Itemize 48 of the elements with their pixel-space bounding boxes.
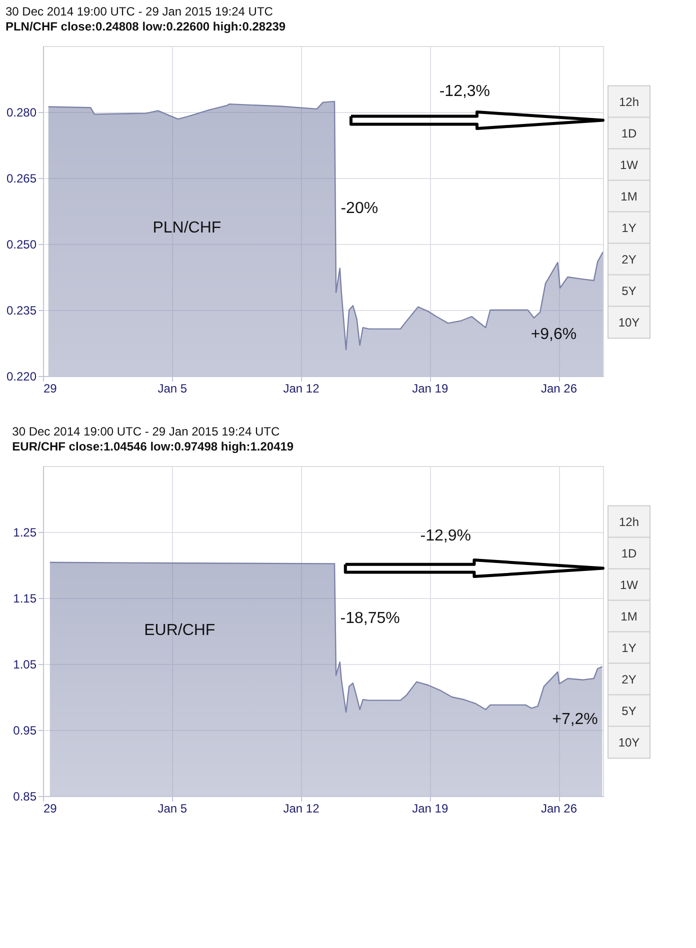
x-tick-label: Jan 19 xyxy=(412,802,448,816)
text: 1Y xyxy=(622,220,636,235)
x-tick-label: Jan 26 xyxy=(540,382,578,396)
y-tick-label: 1.05 xyxy=(13,658,37,672)
text: 1M xyxy=(620,189,638,204)
x-tick-label: Jan 5 xyxy=(158,382,188,396)
x-tick-label: Jan 12 xyxy=(283,382,320,396)
y-tick-label: 0.85 xyxy=(13,790,37,804)
chart-subtitle: EUR/CHF close:1.04546 low:0.97498 high:1.20419 xyxy=(12,440,294,454)
chart-title: 30 Dec 2014 19:00 UTC - 29 Jan 2015 19:24 UTC xyxy=(12,424,280,438)
text: 5Y xyxy=(622,704,636,718)
x-tick-label: Jan 26 xyxy=(540,802,578,816)
chart-title: 30 Dec 2014 19:00 UTC - 29 Jan 2015 19:24 UTC xyxy=(5,4,274,18)
annotation: +9,6% xyxy=(530,326,577,344)
text: 1M xyxy=(620,609,638,624)
y-tick-label: 0.220 xyxy=(6,370,37,384)
y-tick-label: 1.25 xyxy=(13,526,37,540)
text: 12h xyxy=(618,514,640,529)
chart-subtitle: PLN/CHF close:0.24808 low:0.22600 high:0.28239 xyxy=(5,20,286,34)
y-tick-label: 0.235 xyxy=(6,304,37,318)
text: 1W xyxy=(620,158,639,172)
text: 10Y xyxy=(618,735,640,750)
annotation: -12,3% xyxy=(439,83,490,100)
text: 1D xyxy=(621,126,637,140)
x-tick-label: Jan 19 xyxy=(412,382,448,396)
annotation: +7,2% xyxy=(552,711,598,728)
x-tick-label: Jan 5 xyxy=(158,802,188,816)
annotation: -12,9% xyxy=(420,527,471,544)
x-tick-label: 29 xyxy=(44,802,58,816)
y-tick-label: 1.15 xyxy=(13,592,37,606)
y-tick-label: 0.280 xyxy=(6,106,37,120)
text: 10Y xyxy=(618,315,640,330)
annotation: PLN/CHF xyxy=(152,220,222,236)
text: 1W xyxy=(620,578,639,592)
text: 2Y xyxy=(622,252,636,266)
y-tick-label: 0.265 xyxy=(6,172,37,186)
annotation: -18,75% xyxy=(340,610,400,628)
text: 12h xyxy=(618,94,640,109)
text: 2Y xyxy=(622,672,636,686)
x-tick-label: 29 xyxy=(44,382,58,396)
annotation: EUR/CHF xyxy=(144,622,216,640)
y-tick-label: 0.95 xyxy=(13,724,37,738)
x-tick-label: Jan 12 xyxy=(283,802,320,816)
text: 1Y xyxy=(622,640,636,655)
annotation: -20% xyxy=(340,200,378,218)
text: 5Y xyxy=(622,284,636,298)
text: 1D xyxy=(621,546,637,560)
y-tick-label: 0.250 xyxy=(6,238,37,252)
